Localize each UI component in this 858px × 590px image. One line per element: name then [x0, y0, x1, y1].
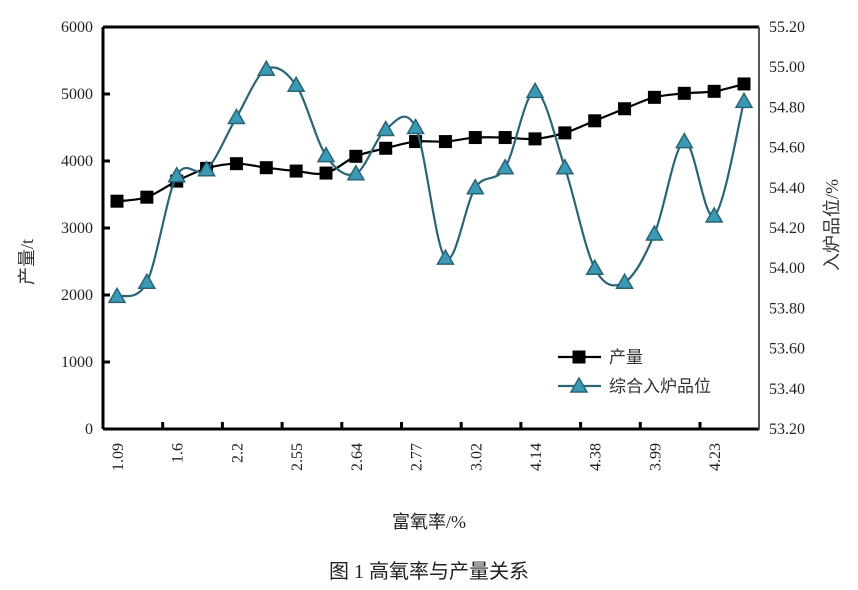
- right-tick-label: 54.80: [769, 99, 805, 116]
- square-marker: [737, 77, 751, 91]
- x-tick-label: 2.55: [289, 443, 306, 471]
- triangle-marker: [555, 158, 575, 175]
- triangle-marker: [406, 117, 425, 135]
- triangle-marker-icon: [569, 376, 589, 393]
- left-y-axis: 0 1000 2000 3000 4000 5000 6000: [61, 19, 110, 438]
- x-tick-label: 2.64: [349, 443, 366, 471]
- x-axis: 1.09 1.6 2.2 2.55 2.64 2.77 3.02 4.14 4.38 3.99 4.…: [110, 422, 724, 471]
- left-tick-label: 6000: [61, 19, 93, 36]
- right-tick-label: 54.40: [769, 180, 805, 197]
- triangle-marker: [346, 164, 366, 181]
- square-marker: [140, 190, 154, 204]
- left-axis-title: 产量/t: [17, 239, 37, 285]
- right-tick-label: 53.60: [769, 341, 805, 358]
- triangle-marker: [495, 158, 515, 175]
- triangle-marker: [376, 119, 396, 137]
- triangle-marker: [615, 272, 634, 290]
- square-marker: [677, 86, 691, 100]
- square-marker: [259, 161, 273, 175]
- figure-caption: 图 1 高氧率与产量关系: [329, 561, 529, 583]
- right-tick-label: 53.40: [769, 381, 805, 398]
- triangle-marker: [137, 272, 157, 290]
- right-y-axis: 53.20 53.40 53.60 53.80 54.00 54.20 54.40 54.60…: [769, 19, 805, 438]
- left-tick-label: 3000: [61, 220, 93, 237]
- triangle-marker: [107, 286, 127, 304]
- series-production: [110, 77, 751, 208]
- x-tick-label: 3.99: [647, 443, 664, 471]
- x-tick-label: 4.14: [528, 443, 545, 471]
- legend-label: 产量: [609, 348, 643, 367]
- legend-item: 综合入炉品位: [558, 376, 711, 396]
- square-marker: [528, 132, 542, 146]
- square-marker: [319, 166, 333, 180]
- x-axis-title: 富氧率/%: [392, 512, 466, 532]
- right-tick-label: 53.80: [769, 300, 805, 317]
- square-marker: [349, 149, 363, 163]
- x-tick-label: 1.09: [110, 443, 127, 471]
- right-tick-label: 55.00: [769, 59, 805, 76]
- right-tick-label: 53.20: [769, 421, 805, 438]
- triangle-marker: [525, 81, 545, 99]
- square-marker: [379, 141, 393, 155]
- plot-frame: [101, 25, 760, 431]
- square-marker: [110, 194, 124, 208]
- triangle-marker: [734, 91, 754, 109]
- x-tick-label: 2.2: [229, 443, 246, 463]
- square-marker: [468, 131, 482, 145]
- triangle-marker: [645, 224, 664, 241]
- triangle-marker: [704, 206, 724, 223]
- left-tick-label: 2000: [61, 287, 93, 304]
- square-marker: [558, 126, 572, 140]
- square-marker: [707, 84, 721, 98]
- triangle-marker: [674, 132, 694, 149]
- right-tick-label: 54.00: [769, 260, 805, 277]
- x-tick-label: 1.6: [170, 443, 187, 463]
- x-tick-label: 4.23: [707, 443, 724, 471]
- series-layer: [107, 59, 754, 304]
- triangle-marker: [167, 166, 187, 183]
- legend-item: 产量: [558, 348, 643, 367]
- right-axis-title: 入炉品位/%: [822, 179, 842, 271]
- square-marker: [289, 164, 303, 178]
- x-tick-label: 2.77: [409, 443, 426, 471]
- x-tick-label: 4.38: [588, 443, 605, 471]
- square-marker: [588, 114, 602, 128]
- x-tick-label: 3.02: [468, 443, 485, 471]
- square-marker: [618, 102, 632, 116]
- triangle-marker: [465, 178, 485, 195]
- square-marker: [229, 157, 243, 171]
- left-tick-label: 1000: [61, 354, 93, 371]
- left-tick-label: 5000: [61, 86, 93, 103]
- square-marker-icon: [572, 350, 586, 364]
- triangle-marker: [227, 107, 246, 125]
- series-grade: [107, 59, 754, 304]
- left-tick-label: 0: [85, 421, 93, 438]
- right-tick-label: 55.20: [769, 19, 805, 36]
- triangle-marker: [436, 248, 455, 265]
- left-tick-label: 4000: [61, 153, 93, 170]
- triangle-marker: [256, 59, 276, 76]
- triangle-marker: [286, 75, 306, 93]
- triangle-marker: [316, 146, 336, 163]
- square-marker: [498, 131, 512, 145]
- square-marker: [438, 135, 452, 149]
- triangle-marker: [197, 160, 216, 177]
- legend-label: 综合入炉品位: [609, 377, 711, 396]
- triangle-marker: [585, 258, 605, 275]
- right-tick-label: 54.60: [769, 140, 805, 157]
- square-marker: [647, 90, 661, 104]
- right-tick-label: 54.20: [769, 220, 805, 237]
- series-line: [116, 82, 745, 203]
